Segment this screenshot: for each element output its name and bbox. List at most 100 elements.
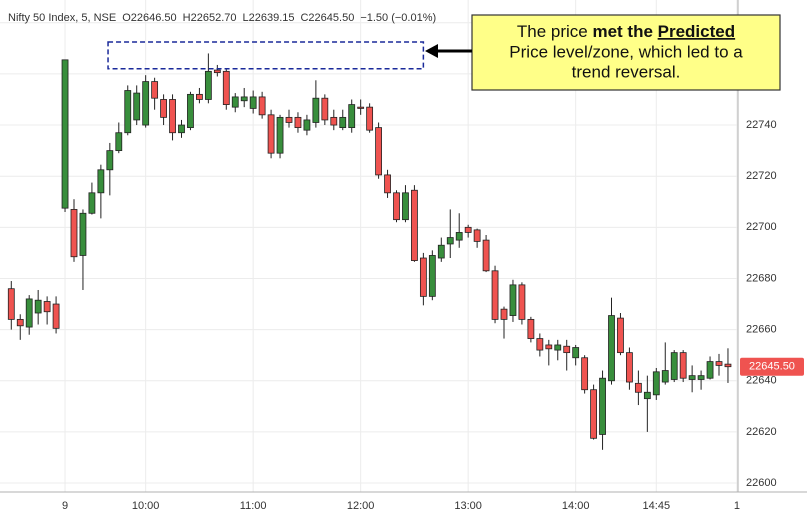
- candle-body: [348, 104, 356, 129]
- candle-body: [61, 59, 69, 209]
- candle-body: [715, 361, 723, 366]
- candle: [455, 213, 463, 248]
- candle-body: [590, 389, 597, 439]
- candle-body: [473, 229, 481, 242]
- candle-body: [79, 212, 87, 256]
- candle-body: [545, 344, 553, 350]
- candle-body: [187, 93, 194, 129]
- candle-body: [491, 270, 499, 320]
- candle-body: [384, 174, 391, 194]
- x-tick-label: 9: [62, 500, 68, 512]
- candle-body: [446, 237, 454, 245]
- candle: [464, 224, 472, 238]
- candle-body: [679, 352, 687, 379]
- candle: [312, 80, 320, 128]
- annotation-box: [471, 14, 781, 91]
- x-tick-label: 10:00: [132, 500, 160, 512]
- candle-body: [617, 317, 624, 354]
- candle: [679, 350, 687, 383]
- candle-body: [339, 116, 347, 129]
- candle: [581, 355, 589, 394]
- candle: [321, 94, 329, 126]
- candle-body: [321, 97, 329, 121]
- candle: [169, 94, 176, 141]
- candle-body: [599, 377, 606, 435]
- candle-body: [419, 257, 427, 297]
- candle: [240, 87, 248, 108]
- candle-body: [411, 189, 418, 261]
- annotation-arrowhead: [425, 44, 438, 58]
- candle: [115, 122, 123, 154]
- x-tick-label: 1: [734, 500, 740, 512]
- candle-body: [330, 116, 338, 126]
- candle-body: [294, 116, 302, 129]
- header-low: L22639.15: [242, 12, 294, 24]
- candle: [25, 295, 33, 335]
- annotation-bold: met the: [592, 22, 657, 41]
- candle: [178, 119, 185, 138]
- header-open: O22646.50: [122, 12, 176, 24]
- y-tick-label: 22600: [746, 477, 777, 489]
- candle-body: [572, 347, 580, 359]
- candle-body: [160, 99, 167, 118]
- candle: [267, 109, 275, 159]
- candle: [384, 169, 391, 198]
- header-change: −1.50 (−0.01%): [360, 12, 436, 24]
- candle: [187, 91, 194, 131]
- candle-body: [178, 124, 185, 134]
- candle: [124, 85, 132, 136]
- candle: [643, 375, 651, 432]
- candle-body: [34, 299, 42, 314]
- candle: [545, 339, 553, 366]
- candle: [249, 90, 257, 114]
- candle: [617, 312, 624, 356]
- candle: [402, 185, 409, 223]
- candle: [106, 142, 114, 196]
- candle-body: [231, 96, 239, 108]
- candle-body: [393, 192, 400, 221]
- candle: [196, 87, 203, 104]
- candle: [724, 348, 732, 383]
- candle-body: [115, 132, 123, 152]
- annotation: The price met the Predicted Price level/…: [425, 14, 781, 91]
- candle: [473, 228, 481, 248]
- y-tick-label: 22660: [746, 324, 777, 336]
- annotation-text: The price: [517, 22, 593, 41]
- candle-body: [626, 352, 633, 383]
- candle-body: [285, 116, 293, 123]
- candle-body: [16, 318, 24, 327]
- candle: [411, 185, 418, 262]
- candle-body: [106, 150, 114, 171]
- candle: [706, 356, 714, 380]
- candle-body: [402, 192, 409, 221]
- candle: [366, 103, 374, 133]
- candle: [626, 347, 633, 390]
- candle: [652, 367, 660, 400]
- price-label: 22645.50: [749, 361, 795, 373]
- annotation-line: trend reversal.: [572, 62, 681, 81]
- candle: [563, 339, 571, 371]
- annotation-line: The price met the Predicted: [517, 22, 735, 41]
- candle-body: [357, 106, 365, 109]
- candle-body: [581, 357, 589, 391]
- candle: [500, 306, 508, 339]
- candle: [554, 339, 562, 361]
- candle: [670, 350, 678, 383]
- annotation-line: Price level/zone, which led to a: [509, 42, 743, 61]
- y-tick-label: 22620: [746, 426, 777, 438]
- candle-body: [536, 338, 544, 351]
- candle: [213, 64, 221, 77]
- candle: [34, 289, 42, 325]
- chart-header: Nifty 50 Index, 5, NSE O22646.50 H22652.70…: [8, 12, 436, 24]
- candle-body: [455, 232, 463, 241]
- candle: [70, 199, 78, 262]
- candle: [222, 68, 230, 110]
- candle-body: [697, 375, 705, 380]
- candle: [688, 365, 696, 393]
- y-tick-label: 22640: [746, 375, 777, 387]
- candle-body: [634, 382, 642, 393]
- candle-body: [97, 169, 105, 194]
- candle-body: [204, 70, 212, 100]
- candle: [437, 237, 445, 262]
